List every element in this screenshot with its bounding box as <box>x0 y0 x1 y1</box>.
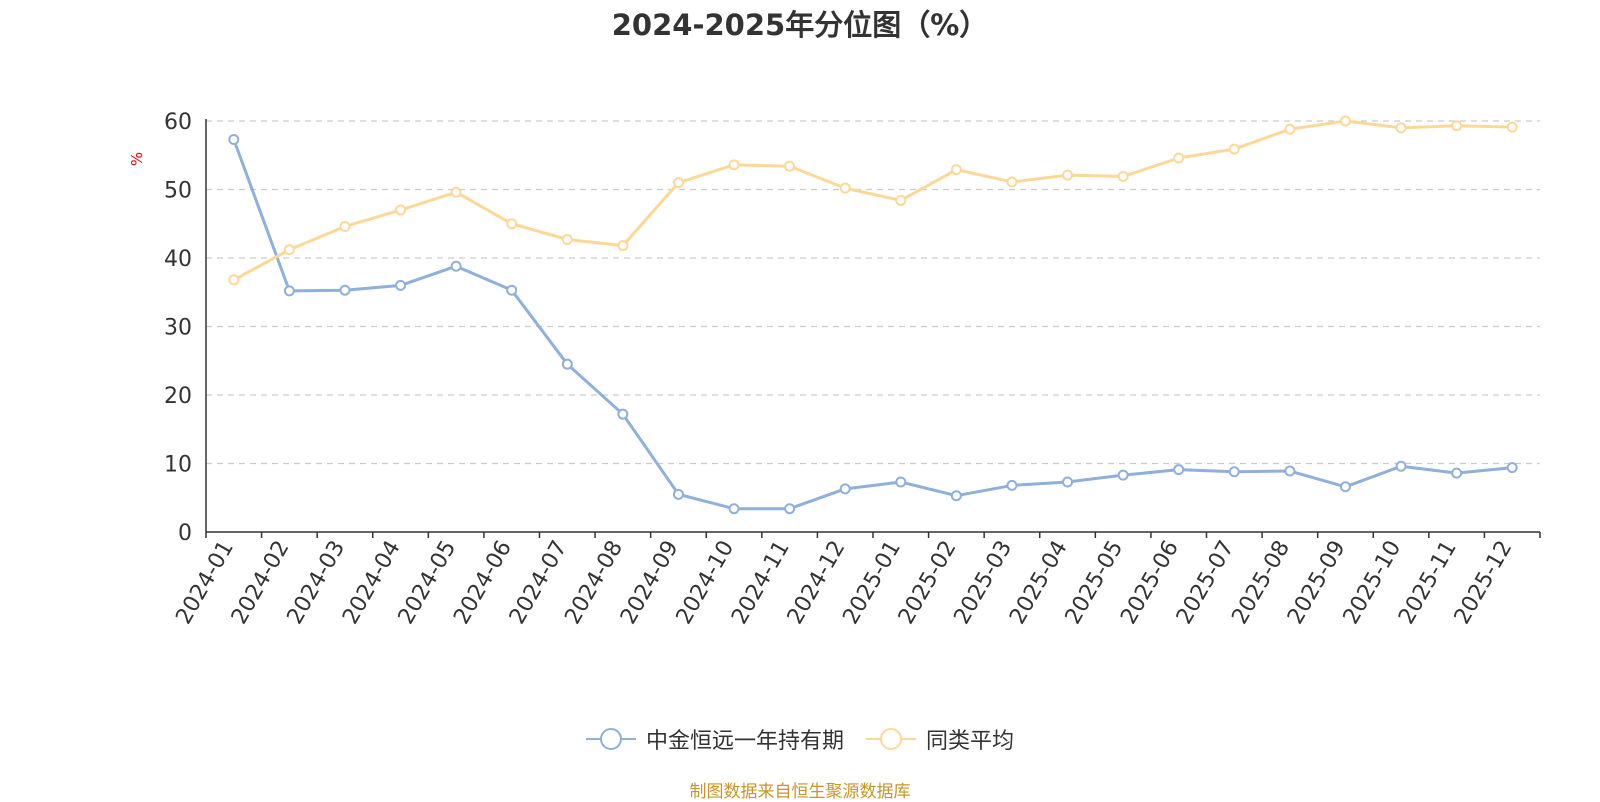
axes: 01020304050602024-012024-022024-032024-0… <box>164 110 1541 629</box>
data-point[interactable] <box>1062 169 1074 181</box>
data-point[interactable] <box>672 177 684 189</box>
data-point[interactable] <box>395 204 407 216</box>
data-point[interactable] <box>450 260 462 272</box>
data-point[interactable] <box>283 285 295 297</box>
data-point[interactable] <box>395 279 407 291</box>
data-point[interactable] <box>950 490 962 502</box>
y-tick-label: 60 <box>164 110 192 135</box>
legend-item-fund[interactable]: 中金恒远一年持有期 <box>585 723 844 755</box>
data-point[interactable] <box>450 186 462 198</box>
data-point[interactable] <box>339 220 351 232</box>
data-point[interactable] <box>839 483 851 495</box>
data-point[interactable] <box>1173 464 1185 476</box>
data-point[interactable] <box>1395 460 1407 472</box>
data-point[interactable] <box>950 164 962 176</box>
data-point[interactable] <box>283 244 295 256</box>
data-point[interactable] <box>1339 115 1351 127</box>
legend-marker-fund-icon <box>585 728 636 750</box>
data-point[interactable] <box>617 408 629 420</box>
data-point[interactable] <box>1117 170 1129 182</box>
data-point[interactable] <box>228 274 240 286</box>
data-point[interactable] <box>1284 465 1296 477</box>
data-point[interactable] <box>1339 481 1351 493</box>
data-points <box>228 115 1518 515</box>
legend-marker-peer-average-icon <box>866 728 916 750</box>
data-point[interactable] <box>1117 469 1129 481</box>
data-point[interactable] <box>895 476 907 488</box>
data-point[interactable] <box>1228 143 1240 155</box>
data-point[interactable] <box>1451 120 1463 132</box>
data-point[interactable] <box>561 234 573 246</box>
data-point[interactable] <box>839 182 851 194</box>
source-footer: 制图数据来自恒生聚源数据库 <box>689 782 911 802</box>
data-point[interactable] <box>1506 121 1518 133</box>
data-point[interactable] <box>339 284 351 296</box>
data-point[interactable] <box>506 218 518 230</box>
y-tick-label: 20 <box>164 384 192 409</box>
data-point[interactable] <box>228 133 240 145</box>
data-point[interactable] <box>506 284 518 296</box>
y-tick-label: 10 <box>164 453 192 478</box>
y-tick-label: 0 <box>178 521 192 546</box>
series-lines <box>232 119 1513 511</box>
data-point[interactable] <box>895 194 907 206</box>
data-point[interactable] <box>1284 123 1296 135</box>
data-point[interactable] <box>617 240 629 252</box>
legend-label-fund: 中金恒远一年持有期 <box>645 729 844 754</box>
data-point[interactable] <box>784 160 796 172</box>
legend-label-peer-average: 同类平均 <box>926 729 1015 754</box>
data-point[interactable] <box>1006 479 1018 491</box>
data-point[interactable] <box>1228 466 1240 478</box>
data-point[interactable] <box>728 503 740 515</box>
data-point[interactable] <box>672 488 684 500</box>
grid-lines <box>206 120 1540 465</box>
data-point[interactable] <box>1006 176 1018 188</box>
data-point[interactable] <box>784 503 796 515</box>
data-point[interactable] <box>1173 152 1185 164</box>
series-line-0 <box>232 138 1513 511</box>
legend: 中金恒远一年持有期 同类平均 <box>0 722 1600 756</box>
data-point[interactable] <box>1395 122 1407 134</box>
data-point[interactable] <box>1506 462 1518 474</box>
y-tick-label: 50 <box>164 179 192 204</box>
series-line-1 <box>233 119 1513 282</box>
legend-item-peer-average[interactable]: 同类平均 <box>866 723 1014 755</box>
data-point[interactable] <box>728 159 740 171</box>
data-point[interactable] <box>1451 467 1463 479</box>
y-tick-label: 30 <box>164 316 192 341</box>
y-tick-label: 40 <box>164 247 192 272</box>
data-point[interactable] <box>561 358 573 370</box>
chart-title: 2024-2025年分位图（%） <box>611 8 989 42</box>
data-point[interactable] <box>1062 476 1074 488</box>
